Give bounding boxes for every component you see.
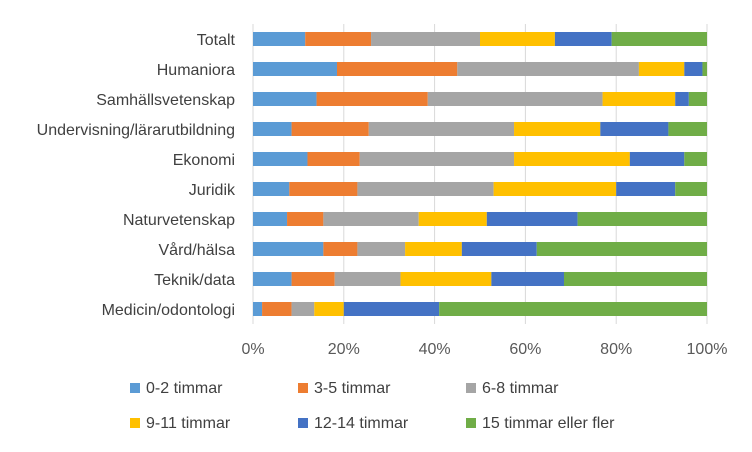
bar-segment [368,122,515,136]
bar-segment [253,242,324,256]
bars [253,32,707,316]
legend-swatch [466,383,476,393]
bar-segment [334,272,401,286]
category-label: Medicin/odontologi [102,302,235,319]
legend-label: 12-14 timmar [314,415,409,432]
category-label: Naturvetenskap [123,212,235,229]
bar-segment [629,152,685,166]
bar-segment [486,212,578,226]
bar-segment [323,212,419,226]
x-tick-label: 40% [419,341,451,358]
bar-segment [418,212,487,226]
bar-segment [675,92,689,106]
bar-segment [323,242,358,256]
legend-swatch [298,383,308,393]
bar-segment [289,182,358,196]
bar-segment [480,32,555,46]
bar-segment [357,242,406,256]
legend-label: 9-11 timmar [146,415,231,432]
legend-label: 6-8 timmar [482,380,559,397]
bar-segment [491,272,564,286]
bar-segment [668,122,707,136]
bar-segment [253,32,306,46]
bar-segment [291,302,315,316]
bar-segment [371,32,480,46]
bar-segment [702,62,707,76]
bar-segment [493,182,617,196]
bar-segment [457,62,639,76]
legend-label: 3-5 timmar [314,380,391,397]
legend-label: 15 timmar eller fler [482,415,615,432]
category-label: Humaniora [157,62,235,79]
bar-segment [514,152,630,166]
x-tick-label: 0% [241,341,264,358]
bar-segment [675,182,707,196]
category-label: Teknik/data [154,272,235,289]
x-axis-tick-labels: 0% 20% 40% 60% 80% 100% [241,341,727,358]
category-label: Vård/hälsa [159,241,236,259]
bar-segment [316,92,428,106]
bar-segment [253,92,317,106]
bar-segment [291,122,369,136]
legend-label: 0-2 timmar [146,380,223,397]
bar-segment [638,62,685,76]
bar-segment [357,182,494,196]
category-label: Juridik [189,182,236,199]
category-label: Totalt [197,32,236,49]
bar-segment [577,212,707,226]
bar-segment [253,182,290,196]
legend-swatch [298,418,308,428]
bar-segment [439,302,707,316]
bar-segment [253,152,308,166]
bar-segment [253,272,292,286]
x-tick-label: 20% [328,341,360,358]
bar-segment [427,92,603,106]
bar-segment [554,32,612,46]
bar-segment [611,32,707,46]
bar-segment [405,242,462,256]
legend-swatch [466,418,476,428]
category-labels: Totalt Humaniora Samhällsvetenskap Undervis… [37,32,236,319]
category-label: Ekonomi [173,152,235,169]
bar-segment [336,62,458,76]
bar-segment [684,62,703,76]
bar-segment [616,182,676,196]
bar-segment [287,212,324,226]
bar-segment [602,92,676,106]
bar-segment [400,272,492,286]
bar-segment [305,32,372,46]
bar-segment [461,242,537,256]
x-tick-label: 100% [687,341,728,358]
category-label: Samhällsvetenskap [96,92,235,109]
bar-segment [536,242,707,256]
bar-segment [600,122,669,136]
bar-segment [514,122,601,136]
category-label: Undervisning/lärarutbildning [37,122,235,139]
bar-segment [563,272,707,286]
bar-segment [684,152,707,166]
legend-swatch [130,383,140,393]
bar-segment [359,152,515,166]
bar-segment [343,302,440,316]
legend: 0-2 timmar 3-5 timmar 6-8 timmar 9-11 timma… [130,380,615,432]
bar-segment [262,302,292,316]
legend-swatch [130,418,140,428]
bar-segment [253,122,292,136]
bar-segment [253,302,263,316]
bar-segment [253,212,288,226]
bar-segment [314,302,344,316]
x-tick-label: 60% [509,341,541,358]
bar-segment [253,62,337,76]
bar-segment [688,92,707,106]
x-tick-label: 80% [600,341,632,358]
bar-segment [307,152,360,166]
bar-segment [291,272,335,286]
